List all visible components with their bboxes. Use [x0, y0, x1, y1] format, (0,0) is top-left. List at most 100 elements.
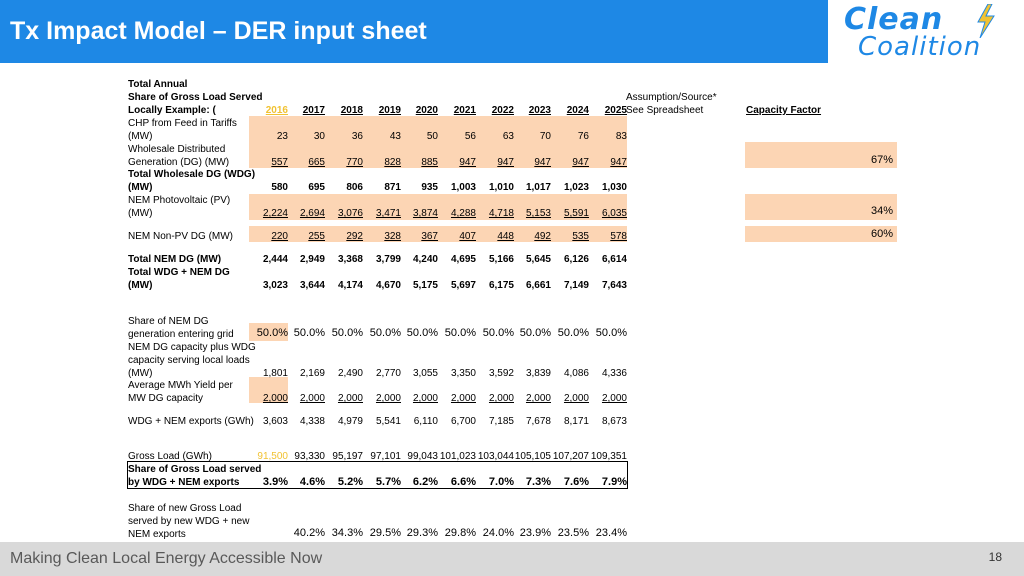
assumption-source: See Spreadsheet — [626, 105, 704, 116]
row-4-value-2023: 492 — [534, 231, 551, 242]
capacity-factor-1: 67% — [870, 154, 893, 166]
row-label-8-1: capacity serving local loads — [128, 355, 250, 366]
row-3-value-2016: 2,224 — [262, 208, 288, 219]
year-header-2024: 2024 — [566, 105, 589, 116]
row-2-value-2021: 1,003 — [450, 182, 476, 193]
row-11-value-2019: 97,101 — [370, 451, 401, 462]
row-label-1-0: Wholesale Distributed — [128, 144, 226, 155]
cf-shade-wdg — [745, 142, 897, 168]
row-7-value-2018: 50.0% — [331, 327, 363, 339]
row-10-value-2017: 4,338 — [299, 416, 325, 427]
row-6-value-2020: 5,175 — [412, 280, 438, 291]
row-11-value-2022: 103,044 — [477, 451, 514, 462]
logo-line-1: Clean — [844, 2, 944, 37]
row-5-value-2019: 3,799 — [375, 254, 401, 265]
year-header-2022: 2022 — [491, 105, 514, 116]
row-1-value-2016: 557 — [271, 157, 288, 168]
row-2-value-2017: 695 — [308, 182, 325, 193]
row-10-value-2016: 3,603 — [262, 416, 288, 427]
input-shade-wdg — [249, 142, 627, 168]
page-number: 18 — [988, 550, 1002, 564]
row-12-value-2019: 5.7% — [375, 476, 401, 488]
input-shade-yield — [249, 377, 288, 403]
title-bar: Tx Impact Model – DER input sheet — [0, 0, 828, 63]
row-12-value-2024: 7.6% — [563, 476, 589, 488]
row-label-0-1: (MW) — [128, 131, 153, 142]
row-3-value-2025: 6,035 — [601, 208, 627, 219]
row-1-value-2022: 947 — [497, 157, 514, 168]
row-label-11-0: Gross Load (GWh) — [128, 451, 212, 462]
row-13-value-2019: 29.5% — [369, 527, 401, 539]
row-label-2-1: (MW) — [128, 182, 153, 193]
row-7-value-2017: 50.0% — [293, 327, 325, 339]
row-0-value-2022: 63 — [502, 131, 514, 142]
row-4-value-2025: 578 — [610, 231, 627, 242]
row-4-value-2018: 292 — [346, 231, 363, 242]
row-3-value-2023: 5,153 — [525, 208, 551, 219]
row-0-value-2024: 76 — [577, 131, 589, 142]
assumption-label: Assumption/Source* — [626, 92, 717, 103]
row-label-8-2: (MW) — [128, 368, 153, 379]
row-11-value-2023: 105,105 — [514, 451, 551, 462]
row-3-value-2018: 3,076 — [337, 208, 363, 219]
row-label-7-0: Share of NEM DG — [128, 316, 209, 327]
row-10-value-2022: 7,185 — [488, 416, 514, 427]
clean-coalition-logo: Clean Coalition — [836, 2, 1020, 64]
row-12-value-2020: 6.2% — [412, 476, 438, 488]
row-2-value-2025: 1,030 — [601, 182, 627, 193]
row-5-value-2023: 5,645 — [525, 254, 551, 265]
row-6-value-2019: 4,670 — [375, 280, 401, 291]
row-9-value-2017: 2,000 — [299, 393, 325, 404]
row-8-value-2019: 2,770 — [375, 368, 401, 379]
row-2-value-2023: 1,017 — [525, 182, 551, 193]
row-9-value-2020: 2,000 — [412, 393, 438, 404]
year-header-2018: 2018 — [340, 105, 363, 116]
row-12-value-2016: 3.9% — [262, 476, 288, 488]
row-0-value-2016: 23 — [276, 131, 288, 142]
row-0-value-2020: 50 — [426, 131, 438, 142]
row-10-value-2018: 4,979 — [337, 416, 363, 427]
row-8-value-2025: 4,336 — [601, 368, 627, 379]
row-9-value-2023: 2,000 — [525, 393, 551, 404]
row-1-value-2025: 947 — [610, 157, 627, 168]
row-3-value-2020: 3,874 — [412, 208, 438, 219]
row-1-value-2020: 885 — [421, 157, 438, 168]
row-5-value-2017: 2,949 — [299, 254, 325, 265]
row-10-value-2025: 8,673 — [601, 416, 627, 427]
row-2-value-2020: 935 — [421, 182, 438, 193]
row-8-value-2024: 4,086 — [563, 368, 589, 379]
row-11-value-2018: 95,197 — [332, 451, 363, 462]
row-6-value-2025: 7,643 — [601, 280, 627, 291]
year-header-2017: 2017 — [302, 105, 325, 116]
input-shade-nem-nonpv — [249, 226, 627, 242]
row-1-value-2019: 828 — [384, 157, 401, 168]
row-11-value-2021: 101,023 — [439, 451, 476, 462]
row-8-value-2020: 3,055 — [412, 368, 438, 379]
row-label-5-0: Total NEM DG (MW) — [128, 254, 222, 265]
row-7-value-2025: 50.0% — [595, 327, 627, 339]
row-label-7-1: generation entering grid — [128, 329, 234, 340]
row-7-value-2022: 50.0% — [482, 327, 514, 339]
row-8-value-2023: 3,839 — [525, 368, 551, 379]
row-2-value-2019: 871 — [384, 182, 401, 193]
row-label-9-1: MW DG capacity — [128, 393, 204, 404]
row-1-value-2023: 947 — [534, 157, 551, 168]
row-4-value-2021: 407 — [459, 231, 476, 242]
row-9-value-2016: 2,000 — [262, 393, 288, 404]
row-5-value-2016: 2,444 — [262, 254, 288, 265]
year-header-2020: 2020 — [415, 105, 438, 116]
row-5-value-2021: 4,695 — [450, 254, 476, 265]
year-header-2025: 2025 — [604, 105, 627, 116]
row-6-value-2016: 3,023 — [262, 280, 288, 291]
row-label-4-0: NEM Non-PV DG (MW) — [128, 231, 233, 242]
row-9-value-2024: 2,000 — [563, 393, 589, 404]
row-6-value-2022: 6,175 — [488, 280, 514, 291]
cf-shade-pv — [745, 194, 897, 220]
row-2-value-2018: 806 — [346, 182, 363, 193]
row-13-value-2025: 23.4% — [595, 527, 627, 539]
input-shade-share — [249, 323, 288, 341]
row-1-value-2024: 947 — [572, 157, 589, 168]
row-8-value-2022: 3,592 — [488, 368, 514, 379]
row-4-value-2024: 535 — [572, 231, 589, 242]
row-7-value-2021: 50.0% — [444, 327, 476, 339]
